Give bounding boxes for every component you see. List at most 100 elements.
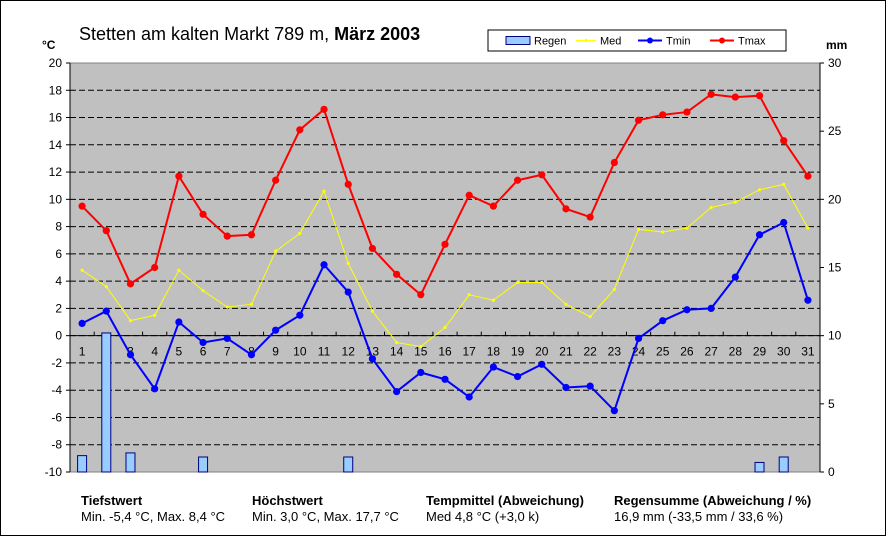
- y-right-tick-label: 10: [828, 329, 842, 343]
- point-tmin: [223, 334, 231, 342]
- point-med: [128, 319, 133, 323]
- point-tmax: [683, 108, 691, 116]
- point-med: [709, 205, 713, 210]
- legend-label-tmin: Tmin: [666, 36, 690, 48]
- point-tmax: [126, 280, 135, 288]
- point-med: [274, 249, 278, 253]
- point-tmax: [804, 172, 812, 180]
- point-med: [370, 309, 375, 313]
- x-tick-label: 30: [777, 345, 791, 359]
- x-tick-label: 6: [200, 345, 207, 359]
- x-tick-label: 22: [583, 345, 597, 359]
- y-left-tick-label: -6: [51, 410, 62, 424]
- point-tmin: [610, 407, 618, 415]
- point-med: [782, 182, 786, 186]
- bar-regen: [778, 456, 789, 473]
- point-tmax: [417, 291, 425, 299]
- x-tick-label: 14: [390, 345, 404, 359]
- x-tick-label: 17: [463, 345, 477, 359]
- point-tmax: [368, 244, 377, 253]
- legend-marker-tmin: [647, 37, 653, 44]
- point-med: [612, 287, 616, 291]
- point-tmin: [151, 385, 159, 393]
- stat-text: Min. -5,4 °C, Max. 8,4 °C: [81, 509, 226, 524]
- point-tmin: [296, 311, 304, 319]
- point-tmin: [731, 273, 739, 281]
- point-med: [249, 302, 254, 306]
- y-left-tick-label: 14: [49, 138, 63, 152]
- stat-heading: Höchstwert: [252, 493, 323, 508]
- point-med: [491, 298, 495, 302]
- y-left-tick-label: 20: [49, 56, 63, 70]
- point-med: [177, 268, 181, 272]
- x-tick-label: 11: [318, 345, 331, 359]
- point-tmax: [247, 231, 256, 239]
- x-tick-label: 21: [559, 345, 573, 359]
- stat-block-regensumme: Regensumme (Abweichung / %) 16,9 mm (-33…: [614, 493, 811, 525]
- point-med: [395, 340, 399, 345]
- point-tmax: [296, 126, 304, 134]
- bar-regen: [125, 452, 136, 473]
- y-left-tick-label: 18: [49, 83, 63, 97]
- legend-marker-tmax: [719, 37, 725, 44]
- y-right-tick-label: 0: [828, 465, 835, 479]
- point-med: [153, 313, 157, 317]
- point-med: [806, 226, 810, 230]
- point-med: [443, 325, 447, 330]
- point-tmax: [102, 227, 110, 235]
- point-tmax: [780, 137, 788, 145]
- x-tick-label: 4: [151, 345, 158, 359]
- stat-heading: Tiefstwert: [81, 493, 143, 508]
- point-tmin: [634, 334, 643, 342]
- point-tmax: [755, 92, 764, 100]
- y-right-tick-label: 30: [828, 56, 842, 70]
- chart-title-main: Stetten am kalten Markt 789 m,: [79, 24, 334, 44]
- point-tmin: [344, 288, 352, 296]
- point-tmin: [683, 306, 691, 314]
- y-axis-right-label: mm: [826, 38, 847, 52]
- legend-marker-med: [584, 38, 588, 43]
- y-right-tick-label: 5: [828, 397, 835, 411]
- y-left-tick-label: 12: [49, 165, 63, 179]
- stat-text: Min. 3,0 °C, Max. 17,7 °C: [252, 509, 399, 524]
- point-med: [298, 231, 302, 236]
- x-tick-label: 10: [293, 345, 307, 359]
- chart-title-month: März 2003: [334, 24, 420, 44]
- point-med: [201, 289, 205, 293]
- point-tmin: [538, 360, 546, 368]
- point-tmin: [804, 296, 812, 304]
- y-right-tick-label: 25: [828, 124, 842, 138]
- x-tick-label: 18: [487, 345, 501, 359]
- y-left-tick-label: -8: [51, 438, 62, 452]
- point-tmin: [175, 318, 183, 326]
- y-left-tick-label: -2: [51, 356, 62, 370]
- point-tmin: [441, 375, 449, 383]
- y-left-tick-label: 8: [55, 220, 62, 234]
- stat-block-hoechstwert: Höchstwert Min. 3,0 °C, Max. 17,7 °C: [252, 493, 399, 525]
- point-med: [225, 305, 229, 309]
- x-tick-label: 25: [656, 345, 670, 359]
- legend-label-regen: Regen: [534, 36, 566, 48]
- x-tick-label: 9: [272, 345, 279, 359]
- x-tick-label: 5: [176, 345, 183, 359]
- point-med: [104, 284, 108, 289]
- y-left-tick-label: -4: [51, 383, 62, 397]
- stat-block-tempmittel: Tempmittel (Abweichung) Med 4,8 °C (+3,0…: [426, 493, 584, 525]
- point-tmin: [659, 317, 667, 325]
- point-tmin: [465, 393, 473, 401]
- chart-title: Stetten am kalten Markt 789 m, März 2003: [79, 24, 420, 44]
- x-tick-label: 23: [608, 345, 622, 359]
- point-tmin: [755, 231, 764, 239]
- point-tmax: [634, 116, 643, 124]
- point-med: [757, 188, 762, 192]
- point-med: [515, 280, 520, 285]
- y-right-tick-label: 15: [828, 261, 842, 275]
- point-tmax: [562, 205, 570, 213]
- point-tmin: [586, 382, 594, 390]
- point-med: [685, 226, 689, 230]
- point-tmin: [417, 368, 425, 377]
- stat-text: 16,9 mm (-33,5 mm / 33,6 %): [614, 509, 784, 524]
- stat-heading: Regensumme (Abweichung / %): [614, 493, 812, 508]
- point-tmin: [707, 304, 715, 312]
